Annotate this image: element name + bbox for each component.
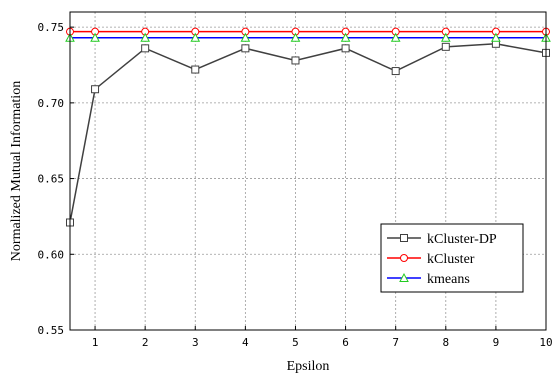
x-tick-label: 1 [92, 336, 99, 349]
legend-label: kCluster [427, 252, 475, 267]
data-point [191, 65, 200, 74]
data-point [140, 32, 150, 42]
legend-marker [400, 254, 408, 262]
data-point [340, 32, 351, 42]
data-point [390, 32, 401, 42]
data-point [441, 42, 450, 51]
series-kcluster-dp [66, 39, 550, 227]
x-tick-label: 8 [442, 336, 449, 349]
x-axis-label: Epsilon [287, 359, 330, 373]
data-point [91, 85, 100, 94]
y-tick-label: 0.60 [38, 248, 65, 261]
data-point [90, 32, 100, 42]
data-point [291, 56, 300, 65]
legend-entry: kCluster-DP [387, 232, 497, 247]
x-tick-label: 5 [292, 336, 299, 349]
x-tick-label: 2 [142, 336, 149, 349]
x-tick-label: 7 [392, 336, 399, 349]
legend-label: kmeans [427, 272, 470, 287]
legend-marker [400, 234, 408, 242]
x-tick-label: 9 [493, 336, 500, 349]
data-point [290, 32, 301, 42]
data-point [491, 32, 501, 42]
data-point [241, 44, 250, 53]
legend-marker [399, 272, 409, 282]
y-tick-label: 0.75 [38, 21, 65, 34]
plot-frame [69, 11, 547, 331]
x-tick-label: 4 [242, 336, 249, 349]
series-kcluster [66, 27, 550, 36]
data-point [190, 32, 201, 42]
legend-entry: kmeans [387, 272, 470, 287]
legend-label: kCluster-DP [427, 232, 497, 247]
y-tick-label: 0.55 [38, 324, 65, 337]
series-kmeans [65, 32, 551, 42]
x-tick-label: 10 [539, 336, 552, 349]
data-point [341, 44, 350, 53]
data-point [240, 32, 251, 42]
legend-entry: kCluster [387, 252, 475, 267]
y-axis-label: Normalized Mutual Information [9, 81, 24, 261]
series-layer [65, 27, 551, 227]
series-line [69, 43, 547, 223]
data-point [440, 32, 451, 42]
y-tick-label: 0.70 [38, 97, 65, 110]
y-tick-label: 0.65 [38, 173, 65, 186]
legend: kCluster-DP kCluster kmeans [380, 223, 524, 293]
x-tick-label: 3 [192, 336, 199, 349]
axis-ticks: 1 2 3 4 5 6 7 8 9 10 0.55 0.60 0.65 0.70 0.75 [38, 21, 553, 349]
x-tick-label: 6 [342, 336, 349, 349]
data-point [391, 67, 400, 76]
data-point [141, 44, 150, 53]
